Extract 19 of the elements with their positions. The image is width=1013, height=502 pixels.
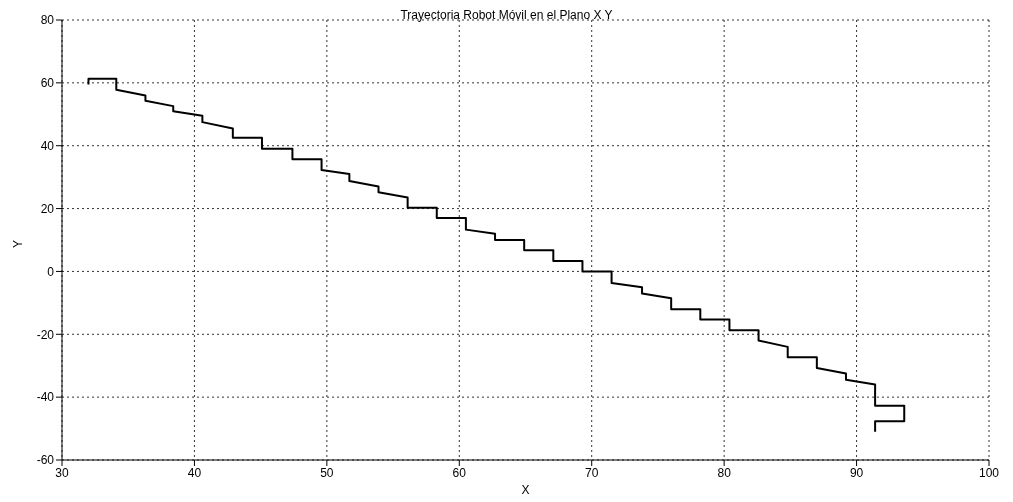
x-tick-label: 90 xyxy=(849,465,864,480)
chart-title: Trayectoria Robot Móvil en el Plano X Y xyxy=(400,8,613,22)
x-axis-title: X xyxy=(521,483,530,497)
y-tick-label: 0 xyxy=(47,264,55,279)
x-tick-label: 40 xyxy=(187,465,202,480)
y-tick-label: 40 xyxy=(40,138,55,153)
x-tick-label: 60 xyxy=(452,465,467,480)
y-tick-label: 20 xyxy=(40,201,55,216)
y-tick-label: 60 xyxy=(40,76,55,91)
y-tick-label: -40 xyxy=(36,390,55,405)
x-tick-label: 30 xyxy=(55,465,69,480)
y-tick-label: -20 xyxy=(36,327,55,342)
x-tick-label: 100 xyxy=(978,465,1000,480)
x-tick-label: 80 xyxy=(717,465,732,480)
y-tick-label: -60 xyxy=(36,453,55,468)
y-tick-label: 80 xyxy=(40,13,55,28)
x-tick-label: 50 xyxy=(320,465,334,480)
y-axis-title: Y xyxy=(11,240,26,249)
x-tick-label: 70 xyxy=(585,465,599,480)
